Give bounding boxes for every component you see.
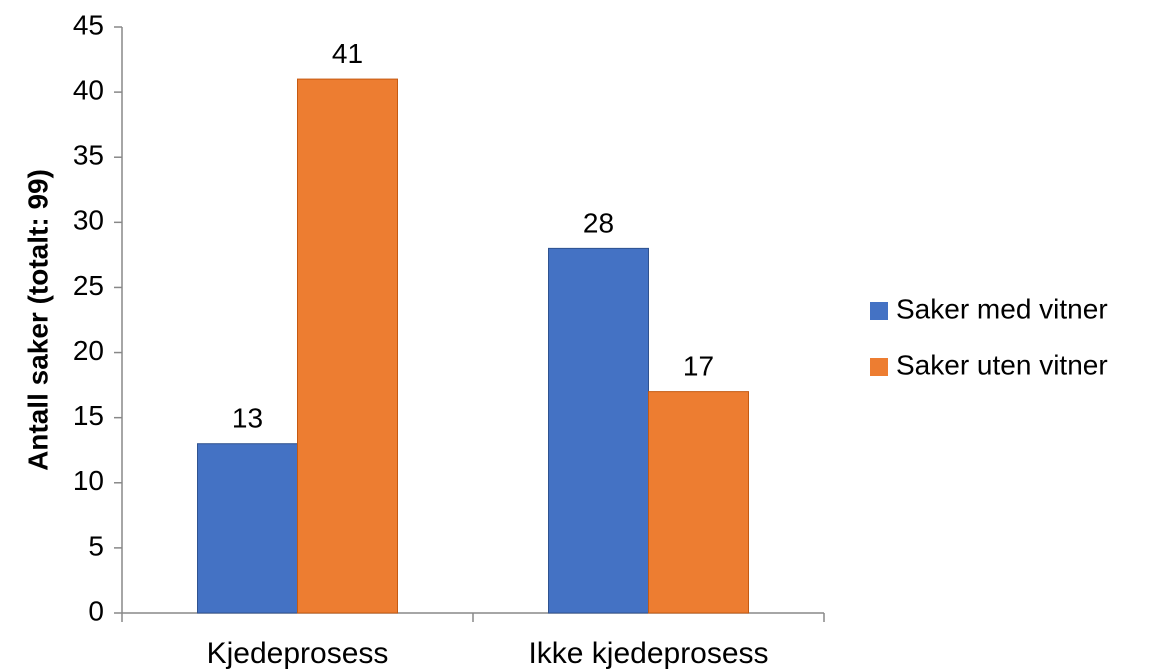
y-tick-label: 15: [73, 400, 104, 431]
y-tick-label: 20: [73, 335, 104, 366]
bar-value-label: 41: [332, 38, 363, 69]
data-labels: 13 41 28 17: [232, 38, 714, 434]
y-axis-title: Antall saker (totalt: 99): [22, 169, 53, 471]
bar-value-label: 13: [232, 403, 263, 434]
y-tick-label: 25: [73, 270, 104, 301]
y-tick-label: 30: [73, 205, 104, 236]
legend-label: Saker uten vitner: [896, 349, 1108, 380]
y-tick-label: 45: [73, 9, 104, 40]
legend: Saker med vitner Saker uten vitner: [870, 293, 1108, 380]
y-axis-title-group: Antall saker (totalt: 99): [22, 169, 53, 471]
legend-swatch: [870, 302, 888, 320]
bars: [197, 78, 749, 614]
legend-label: Saker med vitner: [896, 293, 1108, 324]
x-category-label: Ikke kjedeprosess: [528, 637, 768, 670]
axes: 0 5 10 15 20 25 30 35 40 45 Kjedeprosess Ikke kjede…: [73, 9, 825, 670]
y-tick-label: 40: [73, 75, 104, 106]
y-tick-label: 5: [88, 530, 104, 561]
legend-swatch: [870, 358, 888, 376]
bar-value-label: 17: [683, 351, 714, 382]
y-tick-label: 10: [73, 465, 104, 496]
bar-value-label: 28: [583, 207, 614, 238]
y-tick-label: 35: [73, 140, 104, 171]
bar-med-vitner: [197, 443, 298, 614]
x-category-label: Kjedeprosess: [207, 637, 389, 670]
y-tick-label: 0: [88, 595, 104, 626]
bar-uten-vitner: [297, 78, 398, 614]
bar-uten-vitner: [648, 391, 749, 614]
bar-med-vitner: [548, 247, 649, 614]
